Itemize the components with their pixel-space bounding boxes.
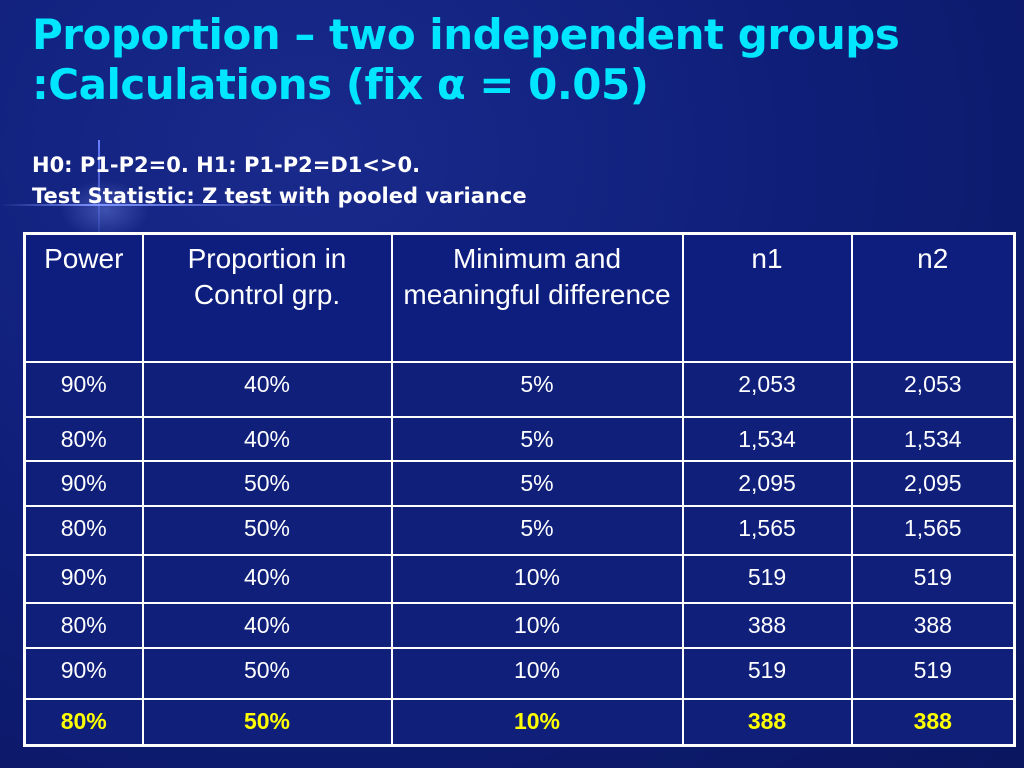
- cell-proportion-control: 50%: [141, 697, 393, 747]
- table-row: 90% 40% 5% 2,053 2,053: [23, 361, 1016, 418]
- header-minimum-difference: Minimum and meaningful difference: [390, 232, 684, 363]
- table-row: 90% 50% 5% 2,095 2,095: [23, 460, 1016, 508]
- cell-n1: 388: [681, 697, 853, 747]
- table-row: 80% 50% 5% 1,565 1,565: [23, 505, 1016, 556]
- cell-n2: 519: [850, 647, 1016, 700]
- cell-power: 80%: [23, 415, 144, 463]
- cell-minimum-difference: 10%: [390, 647, 684, 700]
- table-body: 90% 40% 5% 2,053 2,053 80% 40% 5% 1,534 1,534 90% 5…: [23, 361, 1016, 747]
- cell-proportion-control: 40%: [141, 415, 393, 463]
- cell-n2: 2,095: [850, 460, 1016, 508]
- decorative-glow: [60, 180, 150, 240]
- cell-n1: 1,565: [681, 505, 853, 556]
- cell-minimum-difference: 10%: [390, 602, 684, 650]
- cell-minimum-difference: 10%: [390, 697, 684, 747]
- cell-proportion-control: 50%: [141, 505, 393, 556]
- cell-proportion-control: 40%: [141, 553, 393, 605]
- table-row: 80% 40% 10% 388 388: [23, 602, 1016, 650]
- cell-minimum-difference: 5%: [390, 505, 684, 556]
- cell-power: 90%: [23, 460, 144, 508]
- header-power: Power: [23, 232, 144, 363]
- title-line-2: :Calculations (fix α = 0.05): [32, 60, 1012, 110]
- cell-n1: 2,053: [681, 361, 853, 418]
- cell-minimum-difference: 5%: [390, 460, 684, 508]
- cell-n2: 1,565: [850, 505, 1016, 556]
- table-header-row: Power Proportion in Control grp. Minimum…: [23, 232, 1016, 363]
- table-row: 90% 40% 10% 519 519: [23, 553, 1016, 605]
- cell-proportion-control: 50%: [141, 647, 393, 700]
- test-statistic-text: Test Statistic: Z test with pooled varia…: [32, 184, 527, 208]
- cell-n2: 1,534: [850, 415, 1016, 463]
- cell-power: 90%: [23, 361, 144, 418]
- decorative-horizontal-line: [0, 204, 330, 206]
- alpha-symbol: α: [436, 60, 466, 109]
- decorative-vertical-line: [98, 140, 100, 250]
- table-row: 80% 50% 10% 388 388: [23, 697, 1016, 747]
- cell-power: 80%: [23, 602, 144, 650]
- cell-n2: 2,053: [850, 361, 1016, 418]
- cell-power: 90%: [23, 647, 144, 700]
- title-line-2-suffix: = 0.05): [465, 60, 649, 109]
- cell-n1: 2,095: [681, 460, 853, 508]
- cell-n2: 388: [850, 697, 1016, 747]
- cell-power: 90%: [23, 553, 144, 605]
- slide-subtitle: H0: P1-P2=0. H1: P1-P2=D1<>0. Test Stati…: [32, 150, 932, 212]
- cell-power: 80%: [23, 697, 144, 747]
- table-row: 80% 40% 5% 1,534 1,534: [23, 415, 1016, 463]
- header-proportion-control: Proportion in Control grp.: [141, 232, 393, 363]
- cell-minimum-difference: 5%: [390, 415, 684, 463]
- cell-n1: 519: [681, 647, 853, 700]
- title-line-2-prefix: :Calculations (fix: [32, 60, 437, 109]
- table-row: 90% 50% 10% 519 519: [23, 647, 1016, 700]
- slide-title: Proportion – two independent groups :Cal…: [32, 10, 1012, 110]
- cell-n2: 388: [850, 602, 1016, 650]
- cell-minimum-difference: 5%: [390, 361, 684, 418]
- cell-proportion-control: 40%: [141, 602, 393, 650]
- hypothesis-text: H0: P1-P2=0. H1: P1-P2=D1<>0.: [32, 153, 421, 177]
- cell-n1: 388: [681, 602, 853, 650]
- cell-power: 80%: [23, 505, 144, 556]
- cell-n1: 519: [681, 553, 853, 605]
- header-n2: n2: [850, 232, 1016, 363]
- cell-proportion-control: 40%: [141, 361, 393, 418]
- cell-n2: 519: [850, 553, 1016, 605]
- header-n1: n1: [681, 232, 853, 363]
- sample-size-table: Power Proportion in Control grp. Minimum…: [23, 232, 1016, 747]
- title-line-1: Proportion – two independent groups: [32, 10, 900, 59]
- cell-proportion-control: 50%: [141, 460, 393, 508]
- cell-n1: 1,534: [681, 415, 853, 463]
- cell-minimum-difference: 10%: [390, 553, 684, 605]
